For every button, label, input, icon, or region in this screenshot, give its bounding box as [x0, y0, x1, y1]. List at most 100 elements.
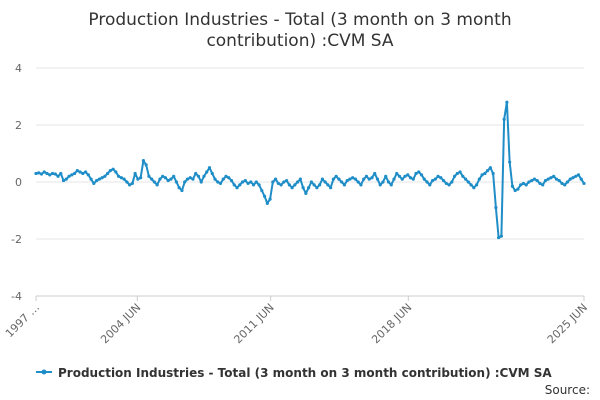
- data-point[interactable]: [48, 173, 52, 177]
- data-point[interactable]: [499, 234, 503, 238]
- data-point[interactable]: [56, 174, 60, 178]
- data-point[interactable]: [111, 167, 115, 171]
- data-point[interactable]: [348, 177, 352, 181]
- data-point[interactable]: [128, 183, 132, 187]
- data-point[interactable]: [67, 174, 71, 178]
- data-point[interactable]: [477, 177, 481, 181]
- data-point[interactable]: [284, 178, 289, 183]
- data-point[interactable]: [386, 180, 391, 184]
- data-point[interactable]: [78, 170, 82, 174]
- data-point[interactable]: [136, 177, 140, 181]
- data-point[interactable]: [538, 181, 542, 186]
- data-point[interactable]: [188, 176, 192, 180]
- data-point[interactable]: [516, 187, 520, 191]
- data-point[interactable]: [265, 201, 269, 205]
- data-point[interactable]: [166, 178, 170, 183]
- data-point[interactable]: [362, 177, 366, 181]
- data-point[interactable]: [397, 174, 402, 178]
- data-point[interactable]: [224, 174, 228, 178]
- data-point[interactable]: [207, 166, 212, 170]
- data-point[interactable]: [260, 188, 264, 193]
- data-point[interactable]: [342, 183, 347, 187]
- data-point[interactable]: [119, 176, 123, 180]
- data-point[interactable]: [441, 178, 446, 183]
- data-point[interactable]: [106, 171, 110, 176]
- data-point[interactable]: [535, 178, 539, 183]
- data-point[interactable]: [557, 178, 561, 183]
- data-point[interactable]: [103, 174, 107, 178]
- data-point[interactable]: [524, 183, 528, 187]
- data-point[interactable]: [42, 170, 46, 174]
- data-point[interactable]: [323, 180, 327, 184]
- data-point[interactable]: [163, 176, 168, 180]
- data-point[interactable]: [287, 183, 291, 187]
- data-point[interactable]: [83, 170, 88, 174]
- data-point[interactable]: [563, 183, 567, 187]
- data-point[interactable]: [546, 177, 550, 181]
- data-point[interactable]: [378, 183, 382, 187]
- data-point[interactable]: [359, 183, 363, 187]
- data-point[interactable]: [216, 180, 220, 184]
- data-point[interactable]: [436, 174, 440, 178]
- data-point[interactable]: [491, 171, 495, 176]
- data-point[interactable]: [257, 183, 261, 187]
- legend[interactable]: Production Industries - Total (3 month o…: [36, 366, 552, 380]
- data-point[interactable]: [227, 176, 231, 180]
- data-point[interactable]: [185, 177, 190, 181]
- data-point[interactable]: [205, 170, 209, 174]
- data-point[interactable]: [469, 183, 473, 187]
- data-point[interactable]: [144, 163, 148, 167]
- data-point[interactable]: [70, 173, 74, 177]
- data-point[interactable]: [194, 171, 198, 176]
- data-point[interactable]: [238, 183, 242, 187]
- data-point[interactable]: [367, 177, 371, 181]
- data-point[interactable]: [389, 183, 393, 187]
- data-point[interactable]: [370, 176, 374, 180]
- data-point[interactable]: [240, 180, 245, 184]
- data-point[interactable]: [521, 181, 526, 186]
- data-point[interactable]: [419, 173, 424, 177]
- data-point[interactable]: [89, 177, 93, 181]
- data-point[interactable]: [53, 172, 57, 176]
- data-point[interactable]: [298, 177, 302, 181]
- data-point[interactable]: [414, 171, 418, 176]
- data-point[interactable]: [86, 173, 90, 177]
- data-point[interactable]: [213, 177, 217, 181]
- data-point[interactable]: [353, 177, 358, 181]
- data-point[interactable]: [315, 186, 319, 190]
- data-point[interactable]: [466, 180, 470, 184]
- data-point[interactable]: [92, 181, 96, 186]
- data-point[interactable]: [447, 183, 451, 187]
- data-point[interactable]: [304, 191, 308, 195]
- data-point[interactable]: [97, 177, 101, 181]
- data-point[interactable]: [450, 180, 454, 184]
- data-point[interactable]: [375, 177, 380, 181]
- data-point[interactable]: [180, 188, 184, 193]
- data-point[interactable]: [130, 181, 134, 186]
- data-point[interactable]: [381, 180, 385, 184]
- data-point[interactable]: [296, 180, 300, 184]
- data-point[interactable]: [472, 186, 476, 190]
- data-point[interactable]: [560, 181, 564, 186]
- data-point[interactable]: [210, 171, 214, 176]
- data-point[interactable]: [114, 170, 118, 174]
- data-point[interactable]: [458, 170, 462, 174]
- data-point[interactable]: [463, 177, 468, 181]
- data-point[interactable]: [290, 186, 294, 190]
- data-point[interactable]: [530, 178, 534, 183]
- data-point[interactable]: [326, 183, 330, 187]
- data-point[interactable]: [125, 180, 129, 184]
- data-point[interactable]: [81, 171, 85, 176]
- data-point[interactable]: [39, 172, 44, 176]
- data-point[interactable]: [483, 171, 487, 176]
- data-point[interactable]: [45, 171, 49, 176]
- data-point[interactable]: [452, 174, 457, 178]
- data-point[interactable]: [183, 180, 187, 184]
- data-point[interactable]: [262, 194, 267, 198]
- data-point[interactable]: [552, 174, 556, 178]
- data-point[interactable]: [122, 177, 126, 181]
- data-point[interactable]: [329, 186, 333, 190]
- data-point[interactable]: [318, 183, 322, 187]
- data-point[interactable]: [502, 117, 506, 121]
- data-point[interactable]: [543, 178, 548, 183]
